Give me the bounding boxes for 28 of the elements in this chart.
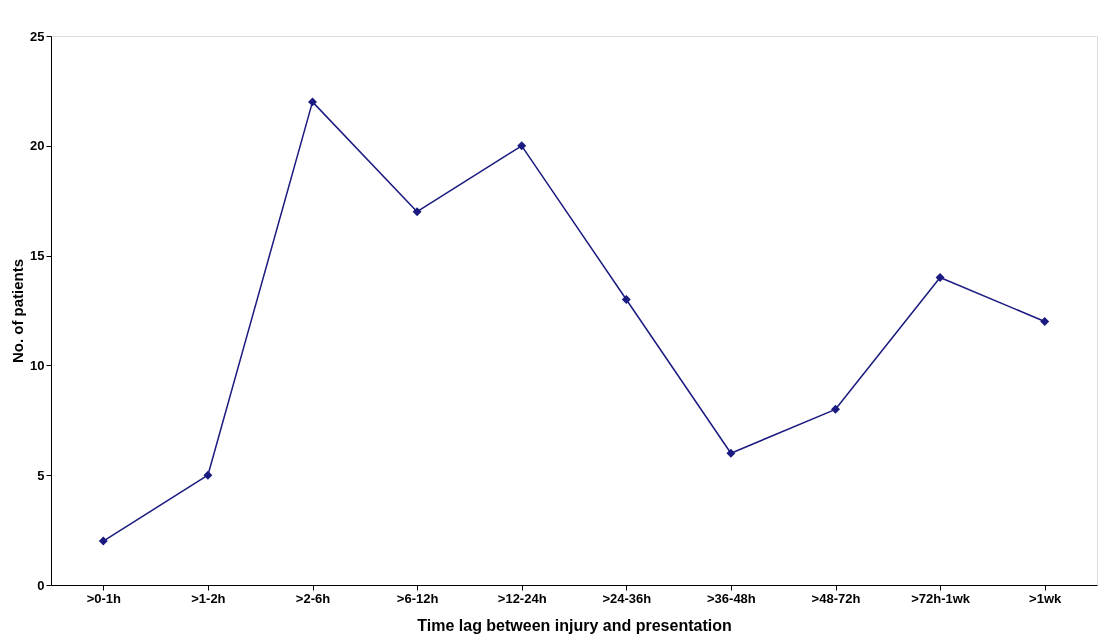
x-tick-label: >1wk (1029, 590, 1063, 606)
point (203, 470, 213, 480)
point (308, 97, 317, 107)
y-tick-label: 5 (37, 467, 45, 483)
y-tick-label: 25 (30, 28, 45, 44)
point (935, 273, 945, 283)
point (831, 404, 840, 414)
y-tick-label: 10 (30, 357, 45, 373)
x-tick-label: >12-24h (497, 590, 547, 606)
point (621, 295, 631, 304)
point (1040, 317, 1050, 326)
x-tick-label: >48-72h (811, 590, 861, 606)
x-tick-label: >24-36h (602, 590, 652, 606)
x-tick-label: >6-12h (396, 590, 439, 606)
y-tick-label: 0 (37, 577, 45, 593)
x-tick-label: >0-1h (86, 590, 122, 606)
x-axis-title: Time lag between injury and presentation (417, 616, 732, 634)
y-axis-title: No. of patients (9, 258, 27, 364)
y-tick-label: 20 (30, 138, 45, 154)
y-tick-label: 15 (30, 248, 45, 264)
x-tick-label: >1-2h (191, 590, 226, 606)
x-tick-label: >72h-1wk (911, 590, 971, 606)
point (726, 448, 736, 458)
point (412, 207, 422, 217)
point (517, 141, 527, 151)
point (98, 536, 108, 546)
x-tick-label: >36-48h (707, 590, 756, 606)
x-tick-label: >2-6h (295, 590, 331, 606)
